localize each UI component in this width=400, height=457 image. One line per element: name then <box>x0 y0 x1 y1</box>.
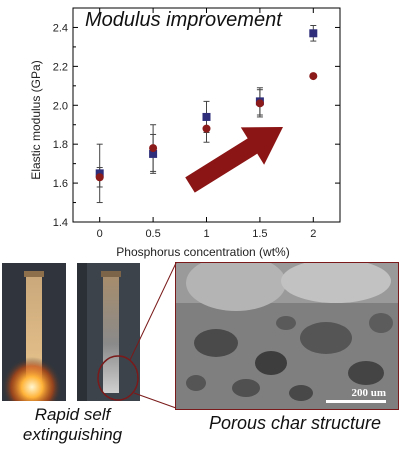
burning-sample-photo <box>2 263 66 401</box>
y-tick-label: 2.4 <box>53 22 68 34</box>
charred-sample-photo <box>77 263 140 401</box>
y-tick-label: 1.4 <box>53 217 68 229</box>
arrow-shape <box>185 127 283 193</box>
y-tick-label: 2.0 <box>53 100 68 112</box>
x-tick-label: 1.5 <box>252 228 267 240</box>
chart-axes: 0 0.5 1 1.5 2 1.4 1.6 1.8 2.0 2.2 2.4 <box>53 7 341 240</box>
caption-char-structure: Porous char structure <box>208 413 382 433</box>
y-tick-label: 1.8 <box>53 139 68 151</box>
sem-micrograph: 200 um <box>175 262 399 410</box>
data-point-square <box>149 149 158 158</box>
improvement-arrow <box>185 127 283 193</box>
x-axis-title: Phosphorus concentration (wt%) <box>116 245 289 259</box>
data-point-square <box>309 29 318 38</box>
data-point-circle <box>309 72 318 81</box>
scale-bar-label: 200 um <box>351 387 386 399</box>
x-tick-label: 1 <box>203 228 209 240</box>
x-tick-label: 0 <box>97 228 103 240</box>
modulus-chart: 0 0.5 1 1.5 2 1.4 1.6 1.8 2.0 2.2 2.4 Modulus impr… <box>29 7 341 259</box>
y-axis-title: Elastic modulus (GPa) <box>29 60 43 179</box>
caption-left-line2: extinguishing <box>22 425 123 444</box>
y-tick-label: 1.6 <box>53 178 68 190</box>
chart-title: Modulus improvement <box>85 9 283 31</box>
data-point-circle <box>255 99 264 108</box>
x-tick-label: 0.5 <box>145 228 160 240</box>
x-tick-label: 2 <box>310 228 316 240</box>
data-point-circle <box>95 173 104 182</box>
caption-self-extinguishing: Rapid self extinguishing <box>0 405 145 445</box>
data-point-circle <box>202 124 211 133</box>
chart-marks <box>95 25 318 204</box>
data-point-square <box>202 112 211 121</box>
caption-left-line1: Rapid self <box>34 405 111 424</box>
data-point-circle <box>149 144 158 153</box>
scale-bar <box>326 400 386 403</box>
y-tick-label: 2.2 <box>53 61 68 73</box>
